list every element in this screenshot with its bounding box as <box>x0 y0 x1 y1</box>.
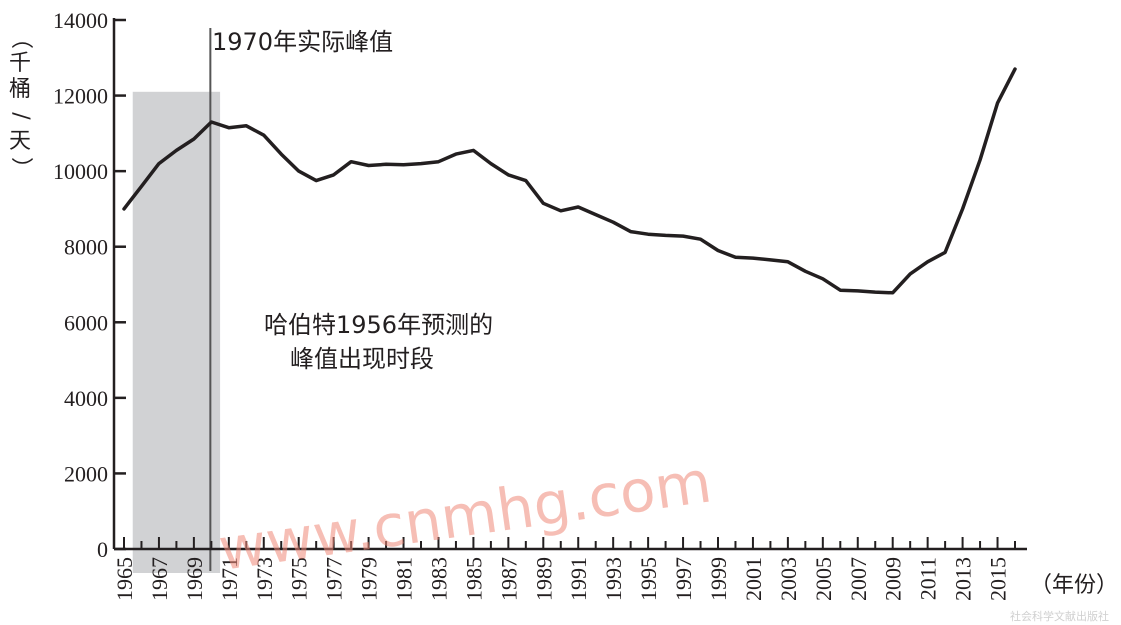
x-tick-label: 1995 <box>636 557 661 601</box>
y-axis-label-char: 千 <box>9 51 31 76</box>
y-axis-label-char: / <box>8 112 33 120</box>
x-tick-label: 1993 <box>601 557 626 601</box>
x-tick-label: 2001 <box>741 557 766 601</box>
x-tick-label: 1991 <box>566 557 591 601</box>
y-tick-label: 2000 <box>64 461 108 486</box>
x-tick-label: 1989 <box>531 557 556 601</box>
y-axis-label-char: （ <box>8 27 33 49</box>
x-tick-label: 1965 <box>112 557 137 601</box>
y-axis-label: （千桶 / 天 ） <box>8 27 33 179</box>
x-tick-label: 2011 <box>916 557 941 600</box>
x-tick-label: 1979 <box>357 557 382 601</box>
x-tick-label: 2015 <box>986 557 1011 601</box>
x-tick-label: 1967 <box>147 557 172 601</box>
x-tick-label: 1987 <box>496 557 521 601</box>
x-axis-label: （年份） <box>1030 573 1118 598</box>
y-tick-label: 10000 <box>53 159 108 184</box>
y-tick-label: 6000 <box>64 310 108 335</box>
y-axis-label-char: 桶 <box>9 77 31 102</box>
x-tick-label: 1977 <box>322 557 347 601</box>
actual-peak-label: 1970年实际峰值 <box>212 28 393 56</box>
x-tick-label: 2013 <box>951 557 976 601</box>
x-tick-label: 1973 <box>252 557 277 601</box>
y-axis-label-char: ） <box>8 157 33 179</box>
hubbert-annotation-line2: 峰值出现时段 <box>290 345 434 373</box>
x-tick-label: 1997 <box>671 557 696 601</box>
y-tick-label: 14000 <box>53 8 108 33</box>
oil-production-series-line <box>122 67 1017 295</box>
x-tick-label: 2003 <box>776 557 801 601</box>
x-axis: 1965 1967 1969 1971 1973 1975 1977 1979 1981 1983… <box>112 537 1027 601</box>
publisher-credit: 社会科学文献出版社 <box>1010 609 1109 623</box>
y-tick-label: 4000 <box>64 386 108 411</box>
x-tick-label: 1969 <box>182 557 207 601</box>
x-tick-label: 2005 <box>811 557 836 601</box>
x-tick-label: 2009 <box>881 557 906 601</box>
y-axis-label-char: 天 <box>9 129 31 154</box>
x-tick-label: 2007 <box>846 557 871 601</box>
x-tick-label: 1975 <box>287 557 312 601</box>
y-axis: 0 2000 4000 6000 8000 10000 12000 14000 <box>53 8 126 562</box>
hubbert-predicted-peak-region <box>132 91 221 574</box>
y-tick-label: 0 <box>97 537 108 562</box>
x-tick-label: 1999 <box>706 557 731 601</box>
x-tick-label: 1985 <box>461 557 486 601</box>
y-tick-label: 12000 <box>53 84 108 109</box>
x-tick-label: 1971 <box>217 557 242 601</box>
x-tick-label: 1981 <box>392 557 417 601</box>
hubbert-annotation-line1: 哈伯特1956年预测的 <box>264 311 493 339</box>
x-tick-label: 1983 <box>426 557 451 601</box>
y-tick-label: 8000 <box>64 235 108 260</box>
